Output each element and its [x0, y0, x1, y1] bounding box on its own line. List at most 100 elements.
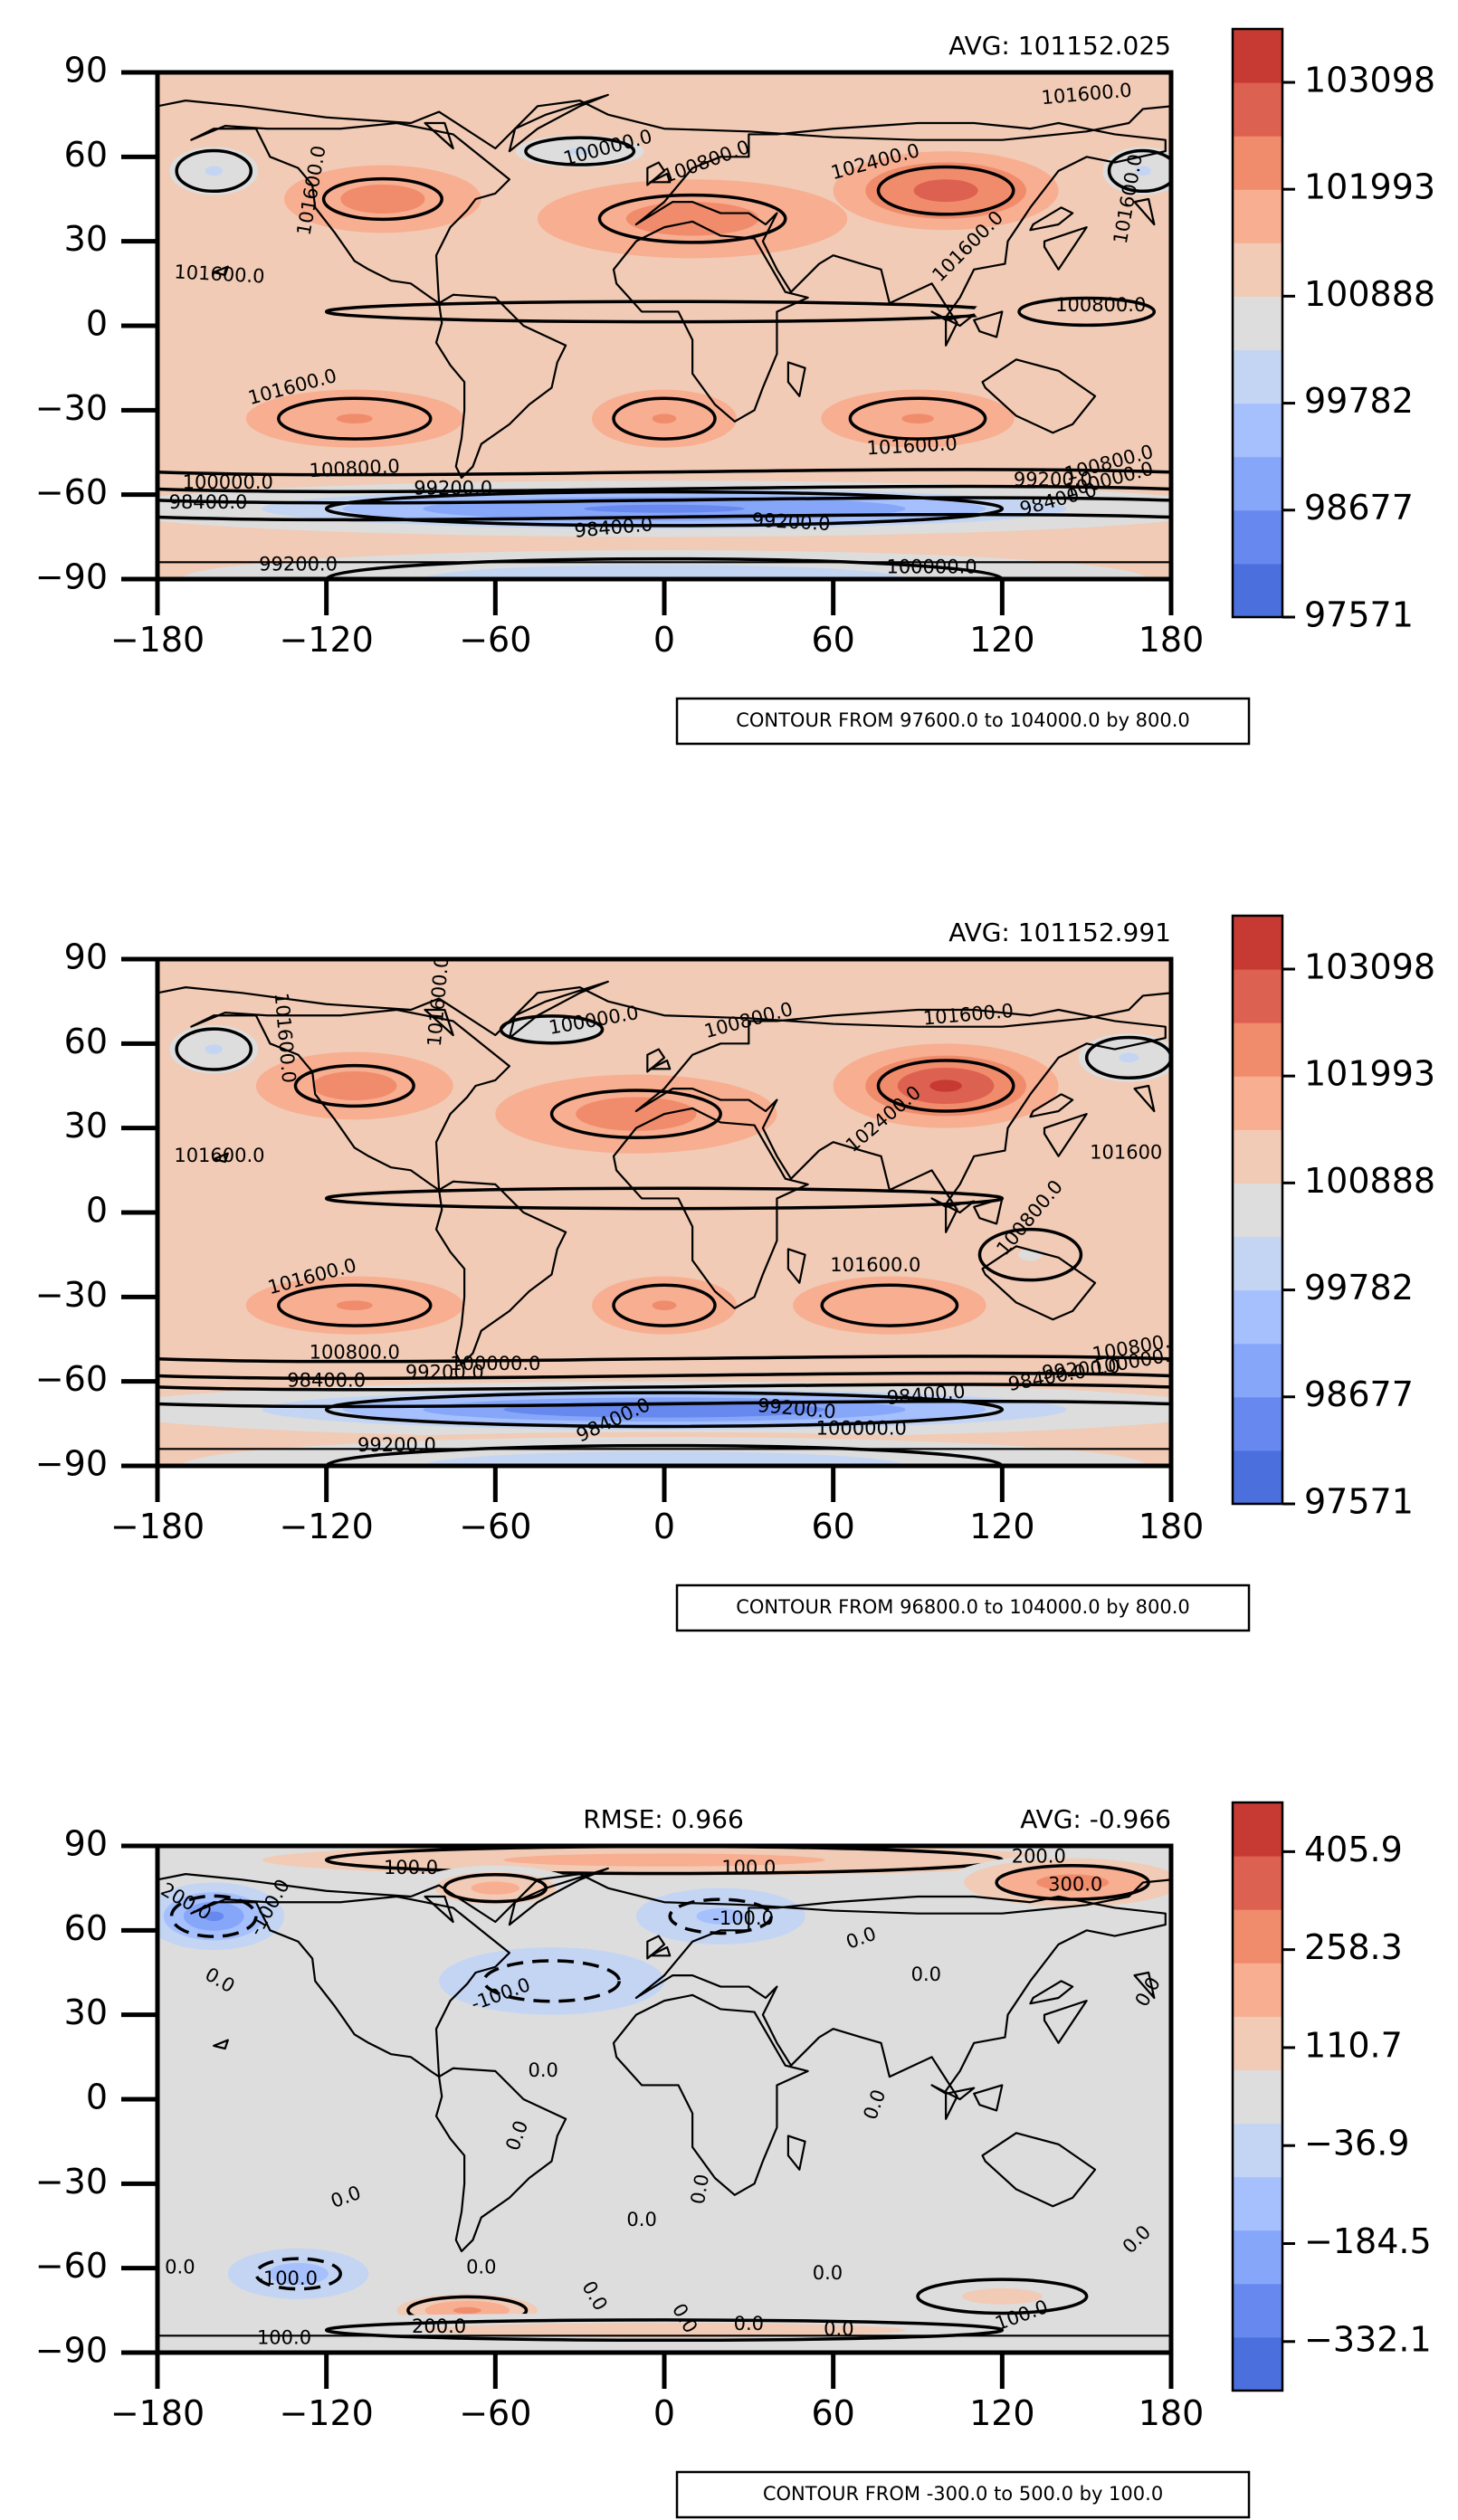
- contour-line-0: [321, 176, 443, 222]
- y-tick-label: −30: [35, 388, 108, 428]
- x-tick-label: −120: [279, 1507, 373, 1546]
- colorbar: 103098 101993 100888 99782 98677 97571: [1231, 27, 1435, 635]
- contour-label: 0.0: [626, 2209, 656, 2230]
- y-tick-label: 0: [86, 1191, 108, 1231]
- y-tick-label: −30: [35, 1275, 108, 1315]
- x-tick-label: −180: [110, 1507, 205, 1546]
- contour-label: 0.0: [911, 1964, 941, 1985]
- contour-line-2: [876, 165, 1015, 216]
- contour-line-5: [482, 1959, 621, 2003]
- field-cell-3-6: [204, 1911, 224, 1922]
- contour-line-8: [820, 1283, 959, 1327]
- colorbar-tick-label: 405.9: [1304, 1830, 1403, 1869]
- contour-label: 101600.0: [866, 433, 958, 459]
- contour-line-12: [1017, 296, 1157, 328]
- colorbar-segment: [1233, 1963, 1282, 2017]
- colorbar-tick-label: 99782: [1304, 381, 1414, 421]
- contour-line-south-2: [157, 1383, 1171, 1392]
- contour-line-south-0: [157, 1355, 1171, 1364]
- contour-line-3: [175, 1027, 253, 1071]
- contour-label: 0.0: [165, 2257, 195, 2278]
- contour-line-9: [916, 2278, 1089, 2316]
- colorbar-segment: [1233, 456, 1282, 511]
- field-cell-7-6: [652, 1300, 677, 1310]
- rmse-text: RMSE: 0.966: [583, 1804, 744, 1834]
- field-cell-9-6: [982, 2292, 1023, 2301]
- contour-line-2: [876, 1059, 1015, 1113]
- y-tick-label: −60: [35, 472, 108, 512]
- field-cell-9-6: [584, 504, 745, 513]
- contour-line-3: [169, 1894, 258, 1938]
- contour-line-1: [597, 193, 787, 244]
- contour-label: -100.0: [712, 1907, 774, 1929]
- contour-line-0: [293, 1063, 415, 1108]
- colorbar-segment: [1233, 1856, 1282, 1910]
- field-cell-8-6: [584, 2327, 745, 2333]
- field-cell-12-6: [1070, 308, 1103, 316]
- colorbar-segment: [1233, 1022, 1282, 1077]
- filled-contours: [157, 1846, 1171, 2353]
- field-cell-1-6: [670, 213, 715, 224]
- colorbar-segment: [1233, 1183, 1282, 1238]
- y-tick-label: 30: [64, 219, 108, 259]
- contour-label: 99200.0: [414, 477, 492, 499]
- field-cell-3-6: [205, 166, 224, 176]
- colorbar-segment: [1233, 1129, 1282, 1184]
- avg-text: AVG: 101152.991: [948, 918, 1171, 947]
- contour-label: 98400.0: [169, 491, 248, 513]
- panel-reference: 101600.0 101600.0 100000.0 100800.0 101600.0…: [35, 914, 1435, 1632]
- contour-label: 0.0: [824, 2318, 853, 2340]
- contour-label: 99200.0: [357, 1434, 436, 1456]
- field-cell-4-6: [567, 147, 593, 155]
- colorbar-segment: [1233, 2123, 1282, 2178]
- contour-note: CONTOUR FROM 96800.0 to 104000.0 by 800.…: [736, 1596, 1190, 1618]
- field-cell-9-6: [584, 1405, 745, 1414]
- field-cell-7-6: [453, 2306, 481, 2314]
- contour-line-4: [524, 136, 636, 166]
- contour-label: 101600.0: [830, 1254, 920, 1276]
- field-cell-7-6: [652, 414, 677, 423]
- avg-text: AVG: -0.966: [1020, 1804, 1171, 1834]
- contour-line-south-0: [157, 468, 1171, 477]
- contour-line-6: [277, 1283, 433, 1327]
- contour-line-8: [848, 396, 987, 441]
- y-tick-label: 60: [64, 1908, 108, 1948]
- contour-label: 98400.0: [287, 1370, 366, 1392]
- field-cell-5-6: [1119, 1052, 1139, 1063]
- contour-line-9: [324, 490, 1005, 528]
- colorbar: 103098 101993 100888 99782 98677 97571: [1231, 914, 1435, 1522]
- y-tick-label: 0: [86, 2078, 108, 2117]
- x-tick-label: −120: [279, 620, 373, 660]
- contour-label: 99200.0: [1014, 469, 1092, 490]
- colorbar-segment: [1233, 1909, 1282, 1964]
- contour-label: 101600: [1090, 1142, 1162, 1164]
- colorbar-segment: [1233, 2230, 1282, 2285]
- contour-line-9: [324, 1391, 1005, 1429]
- colorbar-segment: [1233, 1076, 1282, 1130]
- field-cell-4-6: [539, 1026, 564, 1033]
- colorbar-segment: [1233, 242, 1282, 297]
- contour-label: 99200.0: [405, 1361, 484, 1383]
- filled-contours: [157, 959, 1171, 1466]
- x-tick-label: 60: [811, 1507, 854, 1546]
- contour-label: -100.0: [256, 2268, 318, 2289]
- contour-label: 0.0: [734, 2313, 764, 2335]
- colorbar-segment: [1233, 509, 1282, 565]
- x-tick-label: 120: [969, 2393, 1035, 2433]
- colorbar-tick-label: 101993: [1304, 1054, 1435, 1094]
- contour-line-4: [668, 1897, 773, 1935]
- contour-label: 0.0: [529, 2059, 558, 2081]
- colorbar-frame: [1231, 914, 1284, 1506]
- contour-label: 300.0: [1048, 1874, 1102, 1896]
- contour-line-1: [549, 1089, 722, 1139]
- field-cell-0-6: [584, 1857, 745, 1864]
- colorbar-segment: [1233, 2283, 1282, 2338]
- y-tick-label: 90: [64, 937, 108, 977]
- y-tick-label: 30: [64, 1992, 108, 2032]
- colorbar-tick-label: −332.1: [1304, 2319, 1432, 2359]
- colorbar-segment: [1233, 1236, 1282, 1291]
- colorbar-segment: [1233, 1289, 1282, 1345]
- contour-label: 99200.0: [259, 553, 338, 575]
- y-tick-label: −90: [35, 557, 108, 597]
- field-cell-1-6: [1054, 1878, 1091, 1887]
